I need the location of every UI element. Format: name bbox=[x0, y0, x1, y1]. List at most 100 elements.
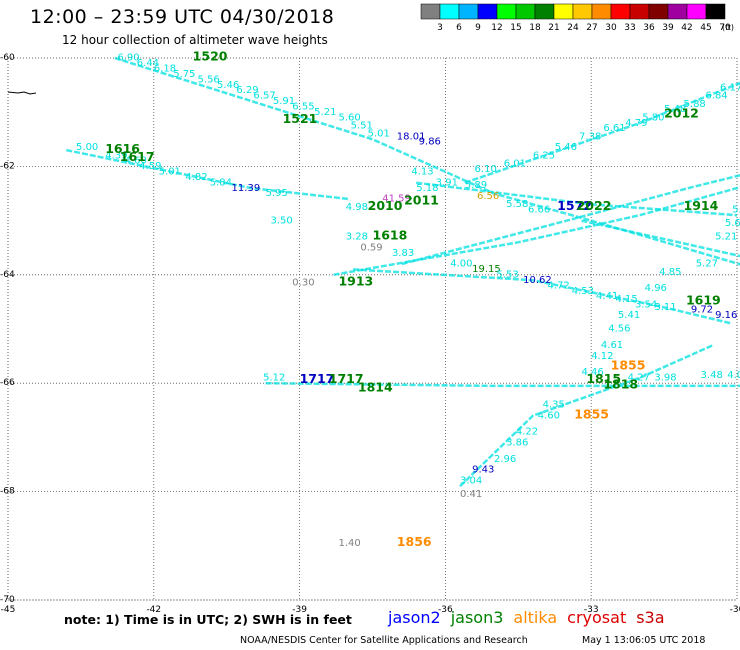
wave-height-label: 9.16 bbox=[715, 310, 737, 321]
generated-time: May 1 13:06:05 UTC 2018 bbox=[582, 635, 706, 646]
legend-swatch bbox=[496, 3, 517, 20]
credit-line: NOAA/NESDIS Center for Satellite Applica… bbox=[240, 635, 528, 646]
legend-label: 30 bbox=[605, 23, 617, 33]
pass-time-label: 2010 bbox=[368, 198, 403, 213]
lon-tick-label: -45 bbox=[1, 605, 16, 615]
lon-tick-label: -30 bbox=[730, 605, 740, 615]
legend-swatch bbox=[591, 3, 612, 20]
wave-height-label: 4.59 bbox=[139, 161, 161, 172]
wave-height-label: 5.84 bbox=[210, 177, 232, 188]
wave-height-label: 5.60 bbox=[338, 112, 360, 123]
wave-height-label: 41.59 bbox=[382, 194, 411, 205]
wave-height-label: 18.01 bbox=[397, 131, 426, 142]
satellite-track bbox=[459, 344, 714, 488]
wave-height-label: 5.53 bbox=[496, 270, 518, 281]
satellite-tracks bbox=[66, 56, 740, 488]
legend-label: 18 bbox=[529, 23, 541, 33]
legend-swatch bbox=[553, 3, 574, 20]
pass-time-label: 1914 bbox=[684, 198, 719, 213]
legend-label: 36 bbox=[643, 23, 655, 33]
lat-tick-label: -64 bbox=[0, 270, 15, 280]
wave-height-label: 4.72 bbox=[547, 280, 569, 291]
pass-time-label: 1572 bbox=[557, 198, 592, 213]
wave-height-label: 6.66 bbox=[528, 204, 550, 215]
pass-time-label: 1616 bbox=[105, 141, 140, 156]
wave-height-label: 2.96 bbox=[494, 454, 516, 465]
wave-height-label: 6.25 bbox=[533, 150, 555, 161]
lat-tick-label: -66 bbox=[0, 378, 15, 388]
legend-swatch bbox=[420, 3, 441, 20]
satellite-track bbox=[333, 185, 740, 277]
wave-height-label: 5.46 bbox=[555, 142, 577, 153]
pass-time-label: 1818 bbox=[603, 377, 638, 392]
pass-time-label: 1618 bbox=[373, 228, 408, 243]
wave-height-label: 0.59 bbox=[360, 242, 382, 253]
wave-height-label: 5.12 bbox=[263, 372, 285, 383]
pass-time-label: 1815 bbox=[586, 371, 621, 386]
wave-height-label: 3.86 bbox=[506, 438, 528, 449]
wave-height-label: 4.61 bbox=[601, 340, 623, 351]
wave-height-label: 6.57 bbox=[253, 91, 275, 102]
wave-height-label: 6.84 bbox=[705, 91, 727, 102]
legend-label: 45 bbox=[700, 23, 711, 33]
wave-height-label: 5.56 bbox=[198, 74, 220, 85]
legend-label: 12 bbox=[491, 23, 502, 33]
wave-height-label: 5.80 bbox=[642, 112, 664, 123]
pass-time-label: 1855 bbox=[574, 406, 609, 421]
wave-height-label: 5.27 bbox=[696, 259, 718, 270]
wave-height-label: 6.17 bbox=[720, 83, 740, 94]
wave-height-label: 5.91 bbox=[273, 96, 295, 107]
wave-height-label: 4.41 bbox=[596, 291, 618, 302]
satellite-track bbox=[265, 381, 740, 388]
wave-height-label: 5.48 bbox=[664, 104, 686, 115]
satellite-track bbox=[66, 148, 349, 201]
wave-height-label: 4.39 bbox=[105, 150, 127, 161]
pass-time-label: 2012 bbox=[664, 106, 699, 121]
lon-tick-label: -39 bbox=[292, 605, 307, 615]
lat-tick-label: -70 bbox=[0, 595, 15, 605]
legend-label: 6 bbox=[456, 23, 462, 33]
satellite-key-jason2: jason2 bbox=[388, 608, 441, 627]
wave-height-label: 4.13 bbox=[411, 167, 433, 178]
satellite-track bbox=[581, 219, 740, 258]
wave-height-label: 6.10 bbox=[475, 164, 497, 175]
wave-height-label: 3.50 bbox=[270, 215, 292, 226]
wave-height-label: 6.29 bbox=[236, 85, 258, 96]
legend-swatch bbox=[477, 3, 498, 20]
wave-height-label: 5.41 bbox=[618, 310, 640, 321]
wave-height-label: 3.54 bbox=[635, 299, 657, 310]
lon-tick-label: -36 bbox=[438, 605, 453, 615]
wave-height-label: 5.18 bbox=[416, 183, 438, 194]
legend-swatch bbox=[515, 3, 536, 20]
wave-height-label: 5.58 bbox=[506, 199, 528, 210]
wave-height-label: 4.00 bbox=[450, 259, 472, 270]
wave-height-label: 4.15 bbox=[616, 294, 638, 305]
legend-units: (ft) bbox=[722, 23, 734, 32]
satellite-track bbox=[114, 56, 740, 266]
wave-height-label: 4.82 bbox=[185, 172, 207, 183]
pass-time-label: 1913 bbox=[338, 274, 373, 289]
legend-label: 39 bbox=[662, 23, 674, 33]
wave-height-label: 3.28 bbox=[346, 232, 368, 243]
wave-height-label: 5.51 bbox=[351, 120, 373, 131]
legend-label: 3 bbox=[437, 23, 443, 33]
legend-label: 21 bbox=[548, 23, 559, 33]
wave-height-label: 4.79 bbox=[625, 118, 647, 129]
pass-time-label: 1521 bbox=[283, 111, 318, 126]
wave-height-label: 4.98 bbox=[346, 202, 368, 213]
lat-tick-label: -68 bbox=[0, 487, 15, 497]
wave-height-label: 5.95 bbox=[266, 188, 288, 199]
lat-tick-label: -62 bbox=[0, 161, 15, 171]
footnote: note: 1) Time is in UTC; 2) SWH is in fe… bbox=[64, 612, 352, 627]
legend-label: 9 bbox=[475, 23, 481, 33]
wave-height-label: 0.30 bbox=[292, 278, 314, 289]
wave-height-label: 4.85 bbox=[659, 267, 681, 278]
legend-label: 42 bbox=[681, 23, 692, 33]
legend-swatch bbox=[705, 3, 726, 20]
lon-tick-label: -42 bbox=[146, 605, 161, 615]
wave-height-label: 4.53 bbox=[572, 286, 594, 297]
satellite-track bbox=[464, 81, 740, 184]
wave-height-label: 9.86 bbox=[419, 137, 441, 148]
wave-height-label: 6.90 bbox=[117, 53, 139, 64]
wave-height-label: 3.98 bbox=[654, 372, 676, 383]
